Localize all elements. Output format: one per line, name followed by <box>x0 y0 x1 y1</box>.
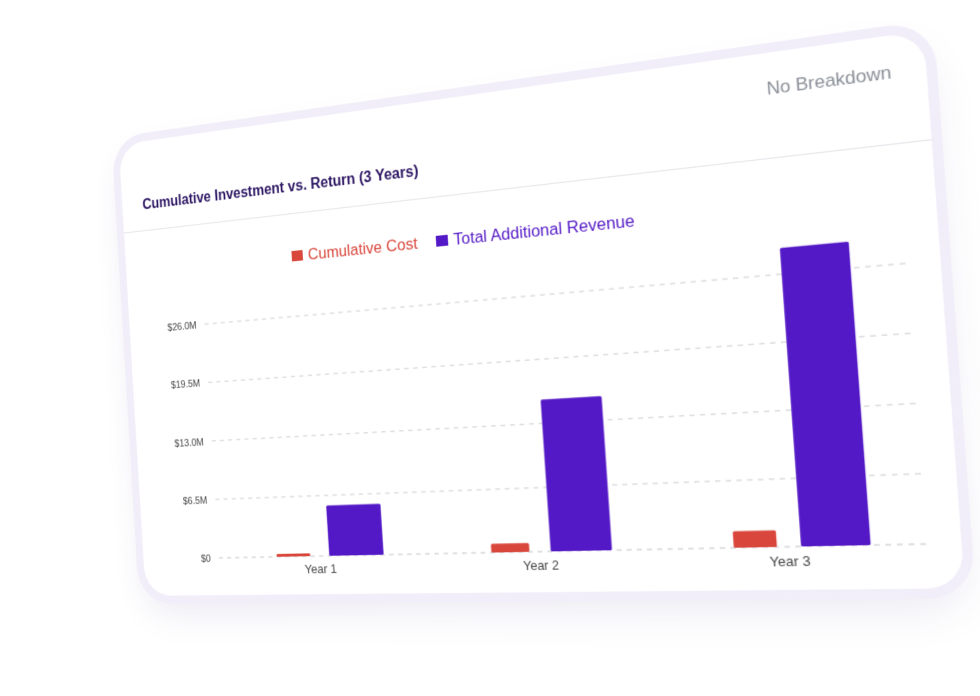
breakdown-selector[interactable]: No Breakdown <box>766 62 892 100</box>
y-tick-label: $19.5M <box>171 378 201 391</box>
bar-total-additional-revenue <box>541 396 612 551</box>
bars <box>260 242 870 557</box>
legend-swatch-1 <box>436 235 449 247</box>
y-tick-label: $26.0M <box>167 320 197 334</box>
legend-label-0: Cumulative Cost <box>307 234 418 264</box>
x-tick-label: Year 3 <box>769 554 811 570</box>
y-tick-label: $6.5M <box>183 495 208 507</box>
legend-swatch-0 <box>291 250 303 262</box>
x-tick-label: Year 1 <box>304 562 337 576</box>
chart-card: No Breakdown Cumulative Investment vs. R… <box>119 31 965 596</box>
bar-cumulative-cost <box>733 530 777 548</box>
bar-total-additional-revenue <box>780 242 871 547</box>
bar-total-additional-revenue <box>326 504 384 556</box>
x-tick-label: Year 2 <box>523 558 560 573</box>
legend-label-1: Total Additional Revenue <box>453 211 635 249</box>
chart-legend: Cumulative Cost Total Additional Revenue <box>291 211 635 266</box>
y-tick-label: $13.0M <box>174 436 204 449</box>
y-axis: $0 $6.5M $13.0M $19.5M $26.0M <box>167 320 211 565</box>
x-axis: Year 1 Year 2 Year 3 <box>304 554 811 577</box>
bar-cumulative-cost <box>491 543 530 553</box>
y-tick-label: $0 <box>201 553 212 565</box>
